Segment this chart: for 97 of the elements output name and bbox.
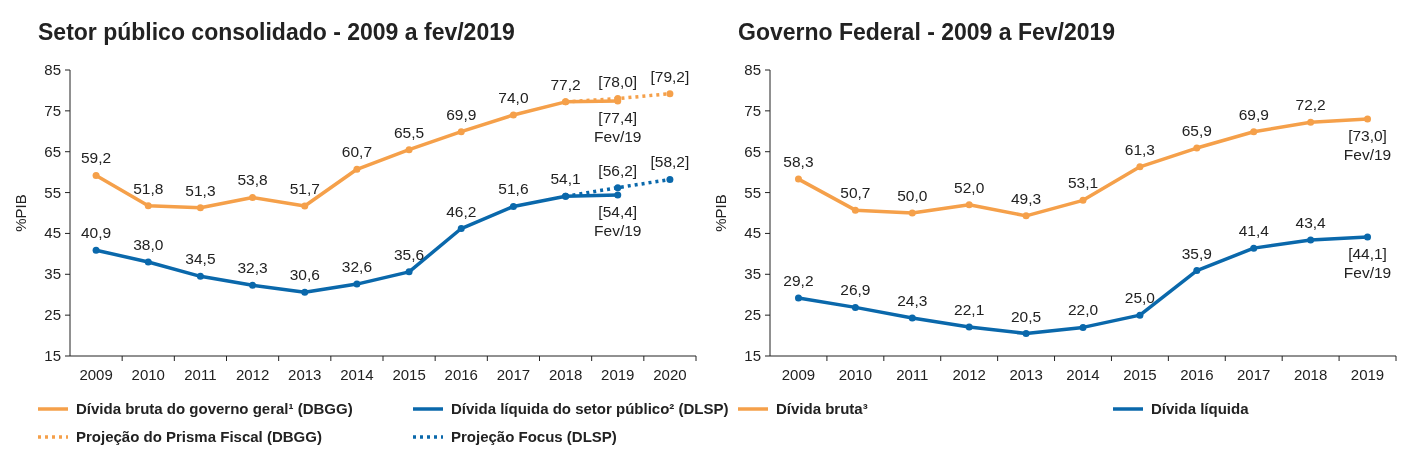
- data-label: [56,2]: [598, 161, 638, 179]
- x-tick-label: 2014: [1066, 366, 1100, 383]
- y-tick-label: 75: [744, 101, 761, 119]
- legend-label: Dívida líquida do setor público² (DLSP): [451, 400, 729, 417]
- data-label: 41,4: [1238, 222, 1270, 240]
- data-label: 51,6: [498, 180, 529, 198]
- data-label: 46,2: [446, 202, 477, 220]
- chart-title: Governo Federal - 2009 a Fev/2019: [738, 19, 1116, 45]
- data-label: 34,5: [185, 250, 216, 268]
- data-label: 25,0: [1124, 289, 1156, 307]
- x-tick-label: 2010: [131, 366, 165, 383]
- x-tick-label: 2017: [496, 366, 531, 383]
- data-label: 32,6: [341, 258, 372, 276]
- data-label: [54,4] Fev/19: [594, 203, 642, 240]
- data-label: [79,2]: [650, 67, 690, 85]
- x-tick-label: 2016: [444, 366, 478, 383]
- y-tick-label: 65: [44, 142, 61, 160]
- y-tick-label: 25: [44, 306, 61, 324]
- data-label: [58,2]: [650, 153, 690, 171]
- data-label: 49,3: [1011, 189, 1042, 207]
- data-label: 74,0: [498, 88, 529, 106]
- x-tick-label: 2009: [781, 366, 816, 383]
- data-label: 22,0: [1067, 301, 1099, 319]
- data-label: [77,4] Fev/19: [594, 109, 642, 146]
- legend-label: Projeção Focus (DLSP): [451, 428, 617, 445]
- y-tick-label: 45: [44, 224, 61, 242]
- y-tick-label: 45: [744, 224, 761, 242]
- y-tick-label: 75: [44, 101, 61, 119]
- data-label: 53,8: [237, 171, 268, 189]
- data-label: 69,9: [1238, 105, 1269, 123]
- data-label: 58,3: [783, 153, 814, 171]
- chart-title: Setor público consolidado - 2009 a fev/2019: [38, 19, 515, 45]
- data-label: 52,0: [954, 178, 985, 196]
- data-label: 77,2: [550, 75, 581, 93]
- x-tick-label: 2019: [601, 366, 635, 383]
- data-label: 65,5: [394, 123, 425, 141]
- x-tick-label: 2011: [184, 366, 217, 383]
- data-label: [44,1] Fev/19: [1343, 245, 1392, 282]
- x-tick-label: 2013: [1009, 366, 1043, 383]
- y-tick-label: 85: [44, 61, 61, 78]
- y-tick-label: 35: [744, 265, 761, 283]
- data-label: 24,3: [897, 292, 928, 309]
- x-tick-label: 2012: [235, 366, 270, 383]
- x-tick-label: 2013: [288, 366, 322, 383]
- y-tick-label: 15: [744, 347, 761, 364]
- data-label: 60,7: [341, 143, 372, 161]
- y-axis-title: %PIB: [712, 194, 729, 232]
- x-tick-label: 2019: [1350, 366, 1385, 383]
- data-label: 53,1: [1067, 174, 1099, 192]
- y-tick-label: 85: [744, 61, 761, 78]
- legend-label: Projeção do Prisma Fiscal (DBGG): [76, 428, 322, 445]
- data-label: 59,2: [81, 149, 112, 167]
- x-tick-label: 2016: [1180, 366, 1214, 383]
- data-label: 54,1: [550, 170, 581, 188]
- x-tick-label: 2015: [392, 366, 426, 383]
- x-tick-label: 2018: [1293, 366, 1328, 383]
- data-label: 35,6: [394, 245, 425, 263]
- data-label: 65,9: [1181, 122, 1212, 140]
- legend-label: Dívida bruta do governo geral¹ (DBGG): [76, 400, 353, 417]
- data-label: 69,9: [446, 105, 477, 123]
- data-label: 51,8: [133, 179, 164, 197]
- data-label: 35,9: [1181, 244, 1212, 262]
- data-label: 50,7: [840, 184, 871, 202]
- y-tick-label: 55: [44, 183, 61, 201]
- x-tick-label: 2014: [340, 366, 374, 383]
- data-label: 61,3: [1124, 140, 1155, 158]
- x-tick-label: 2010: [838, 366, 873, 383]
- x-tick-label: 2015: [1123, 366, 1157, 383]
- data-label: 38,0: [133, 236, 164, 254]
- x-tick-label: 2011: [896, 366, 929, 383]
- y-tick-label: 25: [744, 306, 761, 324]
- data-label: 22,1: [954, 300, 985, 318]
- y-tick-label: 65: [744, 142, 761, 160]
- data-label: 50,0: [897, 187, 928, 204]
- data-label: 51,3: [185, 181, 216, 199]
- data-label: 20,5: [1011, 307, 1042, 325]
- data-label: 40,9: [81, 224, 112, 242]
- data-label: 29,2: [783, 271, 814, 289]
- data-label: 32,3: [237, 259, 268, 277]
- x-tick-label: 2009: [79, 366, 113, 383]
- data-label: 72,2: [1295, 96, 1326, 114]
- legend-label: Dívida bruta³: [776, 400, 868, 417]
- x-tick-label: 2020: [653, 366, 687, 383]
- data-label: 30,6: [289, 266, 320, 284]
- data-label: [73,0] Fev/19: [1343, 127, 1392, 164]
- x-tick-label: 2018: [548, 366, 583, 383]
- x-tick-label: 2017: [1237, 366, 1271, 383]
- y-axis-title: %PIB: [12, 194, 29, 232]
- x-tick-label: 2012: [952, 366, 986, 383]
- y-tick-label: 55: [744, 183, 761, 201]
- data-label: [78,0]: [598, 72, 638, 90]
- legend-label: Dívida líquida: [1151, 400, 1250, 417]
- data-label: 51,7: [289, 180, 320, 198]
- y-tick-label: 35: [44, 265, 61, 283]
- data-label: 43,4: [1295, 213, 1327, 231]
- data-label: 26,9: [840, 281, 871, 299]
- y-tick-label: 15: [44, 347, 61, 364]
